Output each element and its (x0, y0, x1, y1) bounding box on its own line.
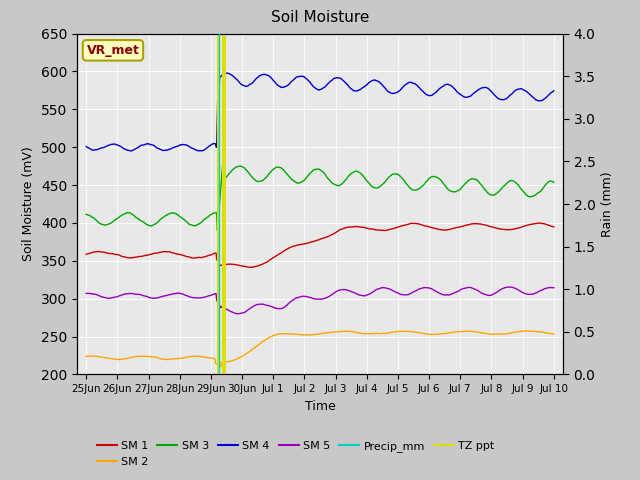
Text: VR_met: VR_met (86, 44, 140, 57)
Legend: SM 1, SM 2, SM 3, SM 4, SM 5, Precip_mm, TZ ppt: SM 1, SM 2, SM 3, SM 4, SM 5, Precip_mm,… (92, 437, 499, 471)
Y-axis label: Soil Moisture (mV): Soil Moisture (mV) (22, 146, 35, 262)
Y-axis label: Rain (mm): Rain (mm) (601, 171, 614, 237)
Title: Soil Moisture: Soil Moisture (271, 11, 369, 25)
X-axis label: Time: Time (305, 400, 335, 413)
